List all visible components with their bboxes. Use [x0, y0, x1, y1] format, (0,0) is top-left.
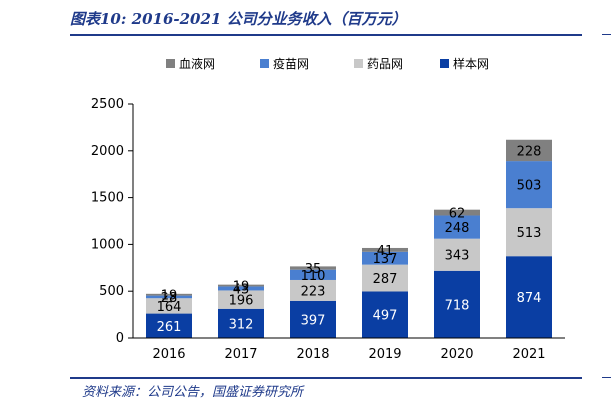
data-label-sample: 261 [157, 320, 182, 335]
legend-swatch-sample [440, 59, 449, 68]
data-label-drug: 343 [445, 249, 470, 264]
x-tick-label: 2016 [152, 347, 185, 362]
data-label-vaccine: 503 [517, 179, 542, 194]
y-tick-label: 1000 [91, 237, 124, 252]
data-label-vaccine: 110 [301, 269, 326, 284]
data-label-sample: 312 [229, 317, 254, 332]
data-label-blood: 62 [449, 207, 466, 222]
bar-segment-blood [362, 247, 408, 252]
data-label-sample: 497 [373, 309, 398, 324]
legend-label-drug: 药品网 [367, 57, 403, 71]
bar-segment-blood [506, 139, 552, 162]
x-tick-label: 2020 [440, 347, 473, 362]
bar-segment-drug [506, 208, 552, 257]
data-label-vaccine: 248 [445, 221, 470, 236]
bar-segment-sample [506, 256, 552, 338]
y-tick-label: 1500 [91, 191, 124, 206]
title-rule [70, 34, 582, 36]
bar-segment-vaccine [434, 215, 480, 239]
data-label-drug: 164 [157, 300, 182, 315]
bar-segment-sample [434, 270, 480, 338]
data-label-blood: 35 [305, 262, 322, 277]
bar-segment-vaccine [362, 251, 408, 265]
data-label-blood: 19 [233, 280, 250, 295]
bar-stack-2021: 874 513 503 228 [506, 139, 552, 338]
edge-mark-top [602, 34, 611, 35]
data-label-blood: 228 [517, 144, 542, 159]
data-label-drug: 513 [517, 226, 542, 241]
source-note: 资料来源：公司公告，国盛证券研究所 [82, 385, 304, 400]
y-tick-label: 500 [99, 284, 124, 299]
y-axis: 0 500 1000 1500 2000 2500 [91, 97, 134, 346]
bar-segment-drug [218, 290, 264, 309]
data-label-sample: 718 [445, 298, 470, 313]
bar-segment-blood [290, 266, 336, 270]
x-tick-label: 2019 [368, 347, 401, 362]
legend-label-blood: 血液网 [179, 56, 215, 71]
y-tick-label: 0 [116, 331, 124, 346]
data-label-sample: 397 [301, 313, 326, 328]
bar-segment-vaccine [290, 269, 336, 280]
legend-swatch-drug [354, 59, 363, 68]
legend-swatch-blood [166, 59, 175, 68]
bar-segment-sample [146, 313, 192, 338]
data-label-blood: 19 [161, 289, 178, 304]
legend-label-sample: 样本网 [453, 56, 489, 71]
x-tick-label: 2021 [512, 347, 545, 362]
data-label-drug: 223 [301, 284, 326, 299]
bar-segment-blood [434, 209, 480, 216]
chart-title: 图表10: 2016-2021 公司分业务收入（百万元） [70, 10, 407, 28]
data-label-sample: 874 [517, 291, 542, 306]
data-label-drug: 196 [229, 294, 254, 309]
bar-segment-vaccine [506, 161, 552, 209]
bar-segment-sample [290, 300, 336, 338]
bar-segment-blood [218, 284, 264, 287]
source-rule [70, 377, 582, 379]
legend-swatch-vaccine [260, 59, 269, 68]
edge-mark-bottom [602, 377, 611, 378]
bar-segment-sample [218, 308, 264, 338]
x-tick-label: 2017 [224, 347, 257, 362]
data-label-drug: 287 [373, 272, 398, 287]
legend-label-vaccine: 疫苗网 [273, 56, 309, 71]
bar-segment-vaccine [146, 295, 192, 299]
bar-segment-blood [146, 293, 192, 296]
x-tick-label: 2018 [296, 347, 329, 362]
bar-segment-drug [434, 238, 480, 271]
y-tick-label: 2500 [91, 97, 124, 112]
bar-segment-sample [362, 291, 408, 338]
bar-segment-drug [146, 298, 192, 314]
y-tick-label: 2000 [91, 144, 124, 159]
bar-segment-vaccine [218, 286, 264, 291]
data-label-vaccine: 137 [373, 252, 398, 267]
data-label-blood: 41 [377, 244, 394, 259]
x-axis: 2016 2017 2018 2019 2020 2021 [133, 337, 565, 362]
bar-segment-drug [290, 279, 336, 301]
bar-segment-drug [362, 264, 408, 292]
bar-groups: 2611642819312196431939722311035497287137… [146, 139, 552, 338]
chart-legend: 血液网 疫苗网 药品网 样本网 [166, 56, 489, 71]
